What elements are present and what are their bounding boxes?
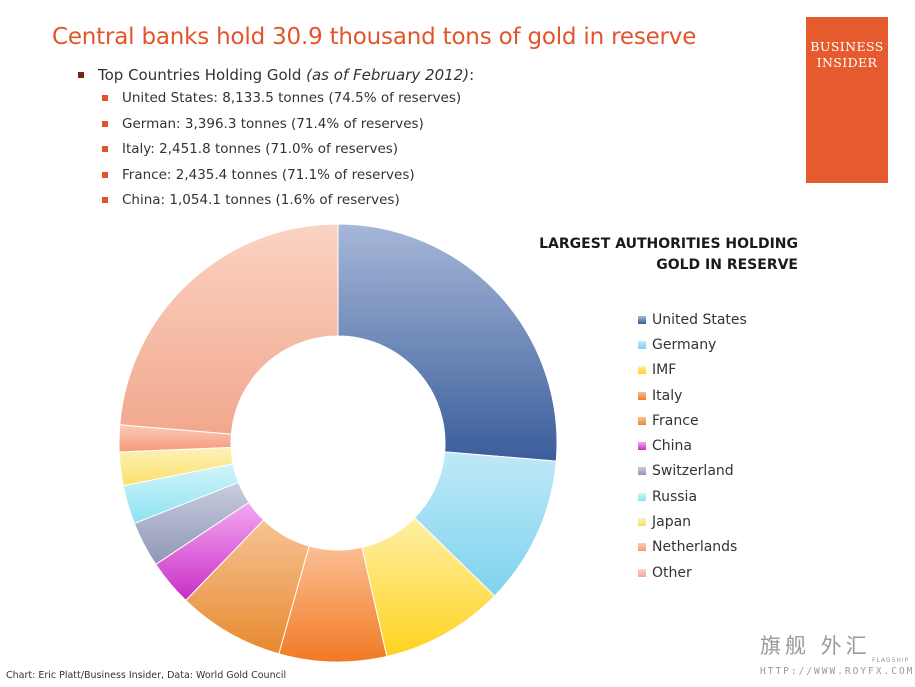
logo-line-2: INSIDER [816,55,878,70]
legend-label-netherlands: Netherlands [652,539,738,556]
main-bullet-suffix: : [469,66,475,84]
main-bullet: Top Countries Holding Gold (as of Februa… [78,66,474,90]
legend-label-imf: IMF [652,362,677,379]
legend-label-switzerland: Switzerland [652,463,734,480]
sub-bullet-france: France: 2,435.4 tonnes (71.1% of reserve… [102,167,474,193]
legend-swatch-germany [638,340,646,349]
watermark-chinese-text: 旗舰 外汇 [760,634,871,658]
legend-swatch-china [638,442,646,451]
sub-bullet-germany: German: 3,396.3 tonnes (71.4% of reserve… [102,116,474,142]
legend-label-italy: Italy [652,387,683,404]
legend-label-other: Other [652,564,692,581]
legend-swatch-switzerland [638,467,646,476]
legend-item-japan: Japan [638,509,747,534]
watermark-url: HTTP://WWW.ROYFX.COM [760,666,915,677]
legend-item-france: France [638,408,747,433]
legend-item-netherlands: Netherlands [638,535,747,560]
page-title: Central banks hold 30.9 thousand tons of… [52,24,697,50]
logo-line-1: BUSINESS [810,39,884,54]
legend-item-imf: IMF [638,358,747,383]
legend-item-united-states: United States [638,307,747,332]
legend-label-germany: Germany [652,336,717,353]
legend-swatch-japan [638,518,646,527]
chart-title-line-2: GOLD IN RESERVE [656,257,798,273]
legend-label-france: France [652,412,699,429]
sub-bullet-china: China: 1,054.1 tonnes (1.6% of reserves) [102,192,474,218]
watermark-flagship-text: FLAGSHIP [872,657,910,664]
legend-swatch-france [638,416,646,425]
legend-item-other: Other [638,560,747,585]
business-insider-logo: BUSINESS INSIDER [806,17,888,183]
legend-item-italy: Italy [638,383,747,408]
legend-item-china: China [638,433,747,458]
legend-item-switzerland: Switzerland [638,459,747,484]
legend-swatch-imf [638,366,646,375]
donut-slice-united-states [337,223,558,462]
bullet-list: Top Countries Holding Gold (as of Februa… [78,66,474,218]
legend-swatch-italy [638,391,646,400]
legend-label-china: China [652,438,692,455]
sub-bullet-italy: Italy: 2,451.8 tonnes (71.0% of reserves… [102,141,474,167]
chart-legend: United States Germany IMF Italy France China S… [638,307,747,585]
legend-item-germany: Germany [638,332,747,357]
legend-swatch-united-states [638,315,646,324]
legend-label-russia: Russia [652,488,698,505]
legend-swatch-netherlands [638,543,646,552]
chart-title-line-1: LARGEST AUTHORITIES HOLDING [539,236,798,252]
legend-item-russia: Russia [638,484,747,509]
sub-bullet-united-states: United States: 8,133.5 tonnes (74.5% of … [102,90,474,116]
main-bullet-note: (as of February 2012) [306,66,470,84]
legend-label-japan: Japan [652,514,692,531]
legend-label-united-states: United States [652,311,747,328]
legend-swatch-russia [638,492,646,501]
donut-slice-other [119,223,339,435]
source-note: Chart: Eric Platt/Business Insider, Data… [6,670,287,681]
main-bullet-label: Top Countries Holding Gold [98,66,307,84]
chart-title: LARGEST AUTHORITIES HOLDING GOLD IN RESE… [500,234,798,276]
watermark: 旗舰 外汇 FLAGSHIP HTTP://WWW.ROYFX.COM [760,630,912,682]
legend-swatch-other [638,568,646,577]
